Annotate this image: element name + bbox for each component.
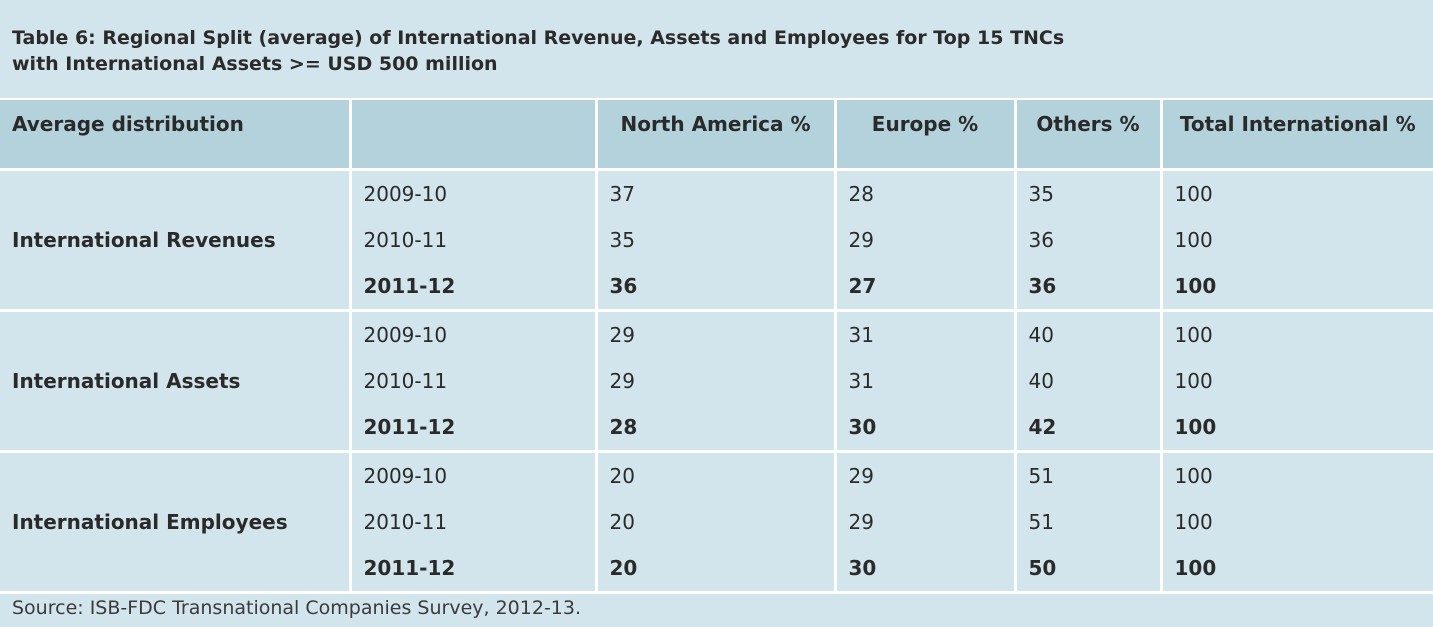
cell-total: 100	[1159, 544, 1433, 594]
cell-europe: 29	[833, 498, 1017, 545]
cell-others: 51	[1013, 498, 1163, 545]
cell-europe: 29	[833, 451, 1017, 499]
cell-year: 2011-12	[350, 544, 598, 594]
table-row: International Revenues 2009-10 37 28 35 …	[0, 169, 1433, 312]
cell-year: 2011-12	[350, 262, 598, 312]
cell-total: 100	[1159, 216, 1433, 263]
source-note: Source: ISB-FDC Transnational Companies …	[12, 597, 582, 619]
cell-year: 2010-11	[350, 216, 598, 263]
cell-others: 51	[1013, 451, 1163, 499]
row-label-international-assets: International Assets	[0, 310, 352, 453]
table-row: International Assets 2009-10 29 31 40 10…	[0, 310, 1433, 453]
cell-others: 35	[1013, 169, 1163, 217]
cell-north-america: 29	[594, 310, 837, 358]
header-total-international: Total International %	[1159, 98, 1433, 171]
row-label-international-revenues: International Revenues	[0, 169, 352, 312]
cell-others: 42	[1013, 403, 1163, 453]
cell-north-america: 20	[594, 451, 837, 499]
cell-others: 36	[1013, 216, 1163, 263]
header-others: Others %	[1013, 98, 1163, 171]
cell-north-america: 29	[594, 357, 837, 404]
table-row: 2011-12 28 30 42 100	[0, 403, 1433, 453]
cell-total: 100	[1159, 403, 1433, 453]
cell-europe: 31	[833, 357, 1017, 404]
table-title-line-2: with International Assets >= USD 500 mil…	[12, 53, 498, 75]
cell-north-america: 37	[594, 169, 837, 217]
cell-north-america: 20	[594, 544, 837, 594]
cell-total: 100	[1159, 498, 1433, 545]
cell-europe: 27	[833, 262, 1017, 312]
header-europe: Europe %	[833, 98, 1017, 171]
cell-north-america: 28	[594, 403, 837, 453]
header-row: Average distribution North America % Eur…	[0, 98, 1433, 171]
cell-europe: 29	[833, 216, 1017, 263]
cell-total: 100	[1159, 310, 1433, 358]
cell-total: 100	[1159, 451, 1433, 499]
table-title: Table 6: Regional Split (average) of Int…	[12, 25, 1064, 77]
cell-total: 100	[1159, 357, 1433, 404]
cell-north-america: 36	[594, 262, 837, 312]
cell-total: 100	[1159, 262, 1433, 312]
cell-europe: 30	[833, 403, 1017, 453]
cell-year: 2009-10	[348, 451, 598, 499]
cell-year: 2009-10	[348, 169, 598, 217]
table-row: 2010-11 29 31 40 100	[0, 357, 1433, 404]
cell-europe: 28	[833, 169, 1017, 217]
table-row: 2010-11 20 29 51 100	[0, 498, 1433, 545]
cell-europe: 31	[833, 310, 1017, 358]
cell-total: 100	[1159, 169, 1433, 217]
cell-year: 2010-11	[350, 498, 598, 545]
cell-others: 40	[1013, 310, 1163, 358]
cell-year: 2010-11	[350, 357, 598, 404]
table-row: International Employees 2009-10 20 29 51…	[0, 451, 1433, 594]
cell-year: 2011-12	[350, 403, 598, 453]
row-label-international-employees: International Employees	[0, 451, 352, 594]
table-row: 2011-12 20 30 50 100	[0, 544, 1433, 594]
header-average-distribution: Average distribution	[0, 98, 352, 171]
cell-north-america: 20	[594, 498, 837, 545]
cell-others: 36	[1013, 262, 1163, 312]
regional-split-table: Average distribution North America % Eur…	[0, 98, 1433, 594]
cell-others: 40	[1013, 357, 1163, 404]
table-row: 2011-12 36 27 36 100	[0, 262, 1433, 312]
cell-others: 50	[1013, 544, 1163, 594]
table-row: 2010-11 35 29 36 100	[0, 216, 1433, 263]
header-period	[348, 98, 598, 171]
header-north-america: North America %	[594, 98, 837, 171]
table-title-line-1: Table 6: Regional Split (average) of Int…	[12, 27, 1065, 49]
cell-europe: 30	[833, 544, 1017, 594]
cell-year: 2009-10	[348, 310, 598, 358]
cell-north-america: 35	[594, 216, 837, 263]
